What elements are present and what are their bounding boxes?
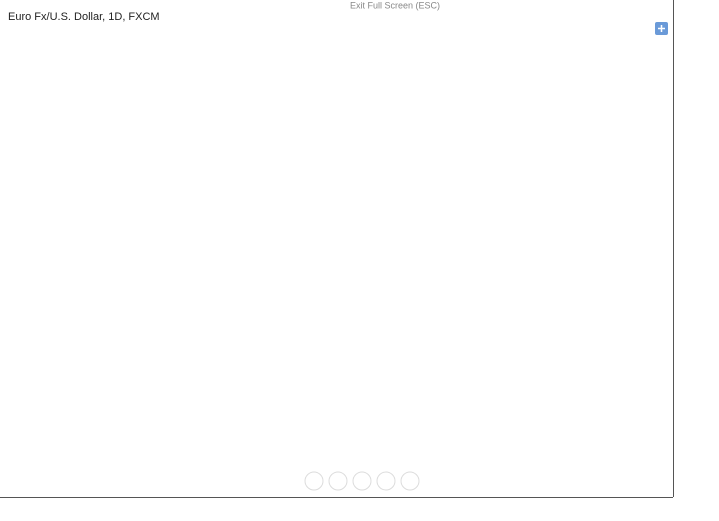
zoom-in[interactable]: [376, 471, 396, 491]
scroll-buttons: [304, 471, 420, 491]
exit-fullscreen[interactable]: Exit Full Screen (ESC): [350, 0, 440, 10]
chart-title: Euro Fx/U.S. Dollar, 1D, FXCM: [8, 11, 160, 23]
reset[interactable]: [352, 471, 372, 491]
add-icon: [658, 25, 665, 32]
scroll-left[interactable]: [304, 471, 324, 491]
zoom-out[interactable]: [328, 471, 348, 491]
scroll-right[interactable]: [400, 471, 420, 491]
